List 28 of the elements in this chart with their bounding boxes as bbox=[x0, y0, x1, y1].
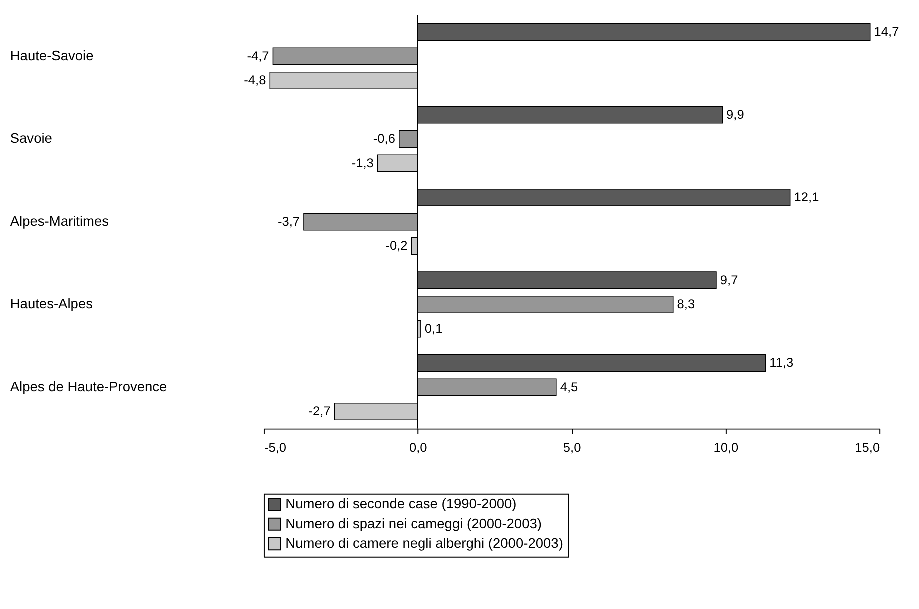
y-tick-label: Haute-Savoie bbox=[10, 48, 94, 64]
legend-label: Numero di camere negli alberghi (2000-2003) bbox=[286, 536, 564, 552]
legend-label: Numero di seconde case (1990-2000) bbox=[286, 496, 517, 512]
data-label: -4,7 bbox=[247, 48, 270, 64]
legend-label: Numero di spazi nei cameggi (2000-2003) bbox=[286, 516, 542, 532]
data-label: -0,6 bbox=[373, 131, 396, 146]
data-label: 9,9 bbox=[726, 106, 744, 122]
data-label: 14,7 bbox=[874, 24, 900, 40]
x-tick-label: -5,0 bbox=[264, 440, 287, 455]
data-label: 11,3 bbox=[770, 355, 794, 370]
x-tick-label: 10,0 bbox=[714, 440, 739, 455]
y-tick-label: Alpes-Maritimes bbox=[10, 214, 110, 229]
y-tick-label: Hautes-Alpes bbox=[10, 296, 94, 312]
y-tick-label: Savoie bbox=[10, 131, 53, 146]
data-label: 4,5 bbox=[560, 379, 578, 394]
x-tick-label: 0,0 bbox=[409, 440, 428, 455]
data-label: 8,3 bbox=[677, 296, 696, 312]
x-tick-label: 5,0 bbox=[563, 440, 582, 455]
data-label: 12,1 bbox=[794, 190, 820, 205]
data-label: -3,7 bbox=[278, 214, 300, 229]
data-label: 9,7 bbox=[720, 272, 738, 288]
x-tick-label: 15,0 bbox=[855, 440, 880, 455]
y-tick-label: Alpes de Haute-Provence bbox=[10, 379, 168, 394]
data-label: 0,1 bbox=[424, 320, 443, 336]
data-label: -0,2 bbox=[386, 238, 408, 254]
data-label: -1,3 bbox=[352, 155, 374, 170]
data-label: -2,7 bbox=[308, 404, 331, 419]
data-label: -4,8 bbox=[244, 72, 266, 88]
